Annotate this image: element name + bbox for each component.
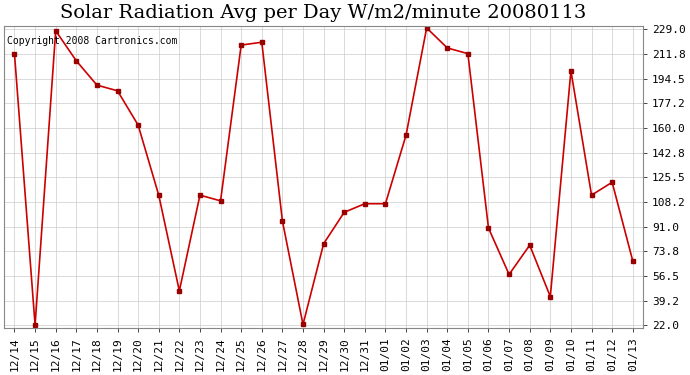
- Text: Copyright 2008 Cartronics.com: Copyright 2008 Cartronics.com: [8, 36, 178, 45]
- Title: Solar Radiation Avg per Day W/m2/minute 20080113: Solar Radiation Avg per Day W/m2/minute …: [61, 4, 586, 22]
